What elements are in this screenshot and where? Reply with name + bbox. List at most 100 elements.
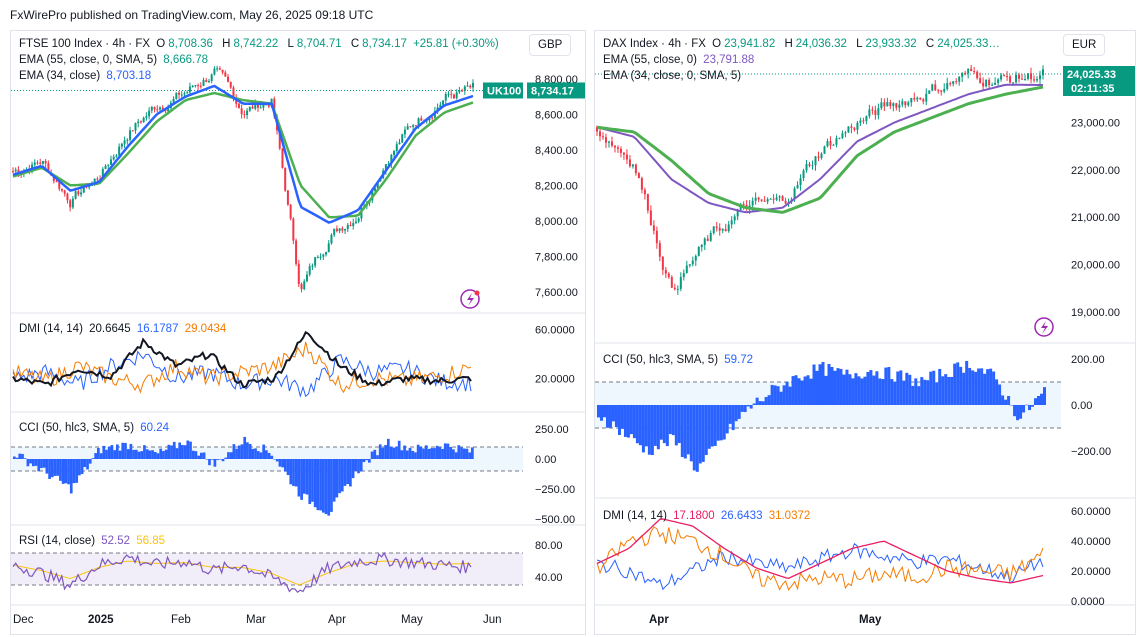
cci-bar — [305, 459, 309, 495]
candle-body — [811, 165, 814, 167]
candle-body — [922, 99, 925, 102]
cci-bar — [294, 459, 298, 487]
ftse-ema34-label: EMA (34, close) — [19, 70, 101, 82]
candle-body — [311, 265, 314, 267]
dax-ema55-label: EMA (55, close, 0) — [603, 54, 697, 66]
cci-bar — [692, 405, 696, 471]
candle-body — [1018, 74, 1021, 79]
cci-bar — [137, 451, 141, 459]
cci-bar — [248, 443, 252, 459]
cci-bar — [368, 459, 371, 463]
cci-bar — [183, 445, 187, 459]
cci-bar — [734, 405, 738, 422]
candle-body — [919, 97, 922, 100]
candle-body — [622, 152, 625, 155]
dax-chart-panel[interactable]: 23,000.00 22,000.00 21,000.00 20,000.00 19,0… — [594, 30, 1136, 635]
candle-body — [447, 93, 450, 95]
candle-body — [1036, 79, 1039, 81]
cci-bar — [97, 447, 100, 459]
candle-body — [700, 244, 703, 248]
candle-body — [300, 284, 303, 290]
dax-currency-button[interactable]: EUR — [1063, 34, 1106, 56]
candle-body — [634, 164, 637, 174]
cci-bar — [59, 459, 62, 481]
dax-low-value: 23,933.32 — [865, 38, 917, 50]
cci-bar — [202, 452, 206, 459]
dax-high-label: H — [784, 38, 793, 50]
cci-bar — [373, 449, 377, 459]
cci-bar — [770, 384, 774, 405]
candle-body — [637, 173, 640, 179]
cci-tick-label: 0.00 — [535, 454, 556, 466]
countdown-timer-text: 02:11:35 — [1071, 83, 1114, 95]
cci-bar — [140, 451, 144, 459]
cci-bar — [110, 445, 114, 459]
cci-bar — [270, 455, 274, 459]
cci-bar — [644, 405, 648, 447]
candle-body — [74, 191, 77, 199]
candle-body — [835, 138, 838, 145]
cci-bar — [460, 447, 463, 459]
candle-body — [213, 68, 216, 75]
cci-bar — [80, 459, 84, 475]
time-tick-label: May — [859, 614, 882, 626]
candle-body — [172, 98, 175, 103]
cci-bar — [719, 405, 723, 441]
ftse-currency-button[interactable]: GBP — [529, 34, 572, 56]
price-tick-label: 20,000.00 — [1071, 259, 1120, 271]
cci-bar — [162, 451, 165, 459]
candle-body — [431, 117, 434, 119]
cci-bar — [308, 459, 312, 505]
cci-bar — [129, 443, 133, 459]
cci-bar — [662, 405, 666, 444]
dax-chart-canvas[interactable]: 23,000.00 22,000.00 21,000.00 20,000.00 19,0… — [595, 31, 1135, 634]
cci-bar — [292, 459, 295, 487]
candle-body — [685, 265, 688, 274]
candle-body — [940, 90, 943, 92]
cci-bar — [614, 405, 618, 427]
cci-bar — [938, 368, 942, 405]
cci-bar — [416, 444, 420, 459]
cci-bar — [911, 385, 915, 405]
cci-bar — [91, 458, 95, 459]
candle-body — [267, 103, 270, 107]
cci-bar — [764, 396, 768, 405]
cci-bar — [408, 447, 412, 459]
candle-body — [229, 81, 232, 88]
candle-body — [235, 98, 238, 104]
candle-body — [69, 200, 72, 208]
candle-body — [691, 260, 694, 265]
candle-body — [964, 72, 967, 74]
cci-bar — [357, 459, 360, 474]
cci-bar — [665, 405, 669, 447]
cci-bar — [433, 448, 436, 459]
cci-bar — [731, 405, 735, 431]
candle-body — [142, 117, 145, 123]
candle-body — [607, 141, 610, 143]
candle-body — [186, 92, 189, 94]
candle-body — [640, 178, 643, 190]
ftse-chart-canvas[interactable]: 8,800.008,600.008,400.008,200.008,000.00… — [11, 31, 585, 634]
candle-body — [281, 148, 284, 168]
dmi-tick-label: 0.0000 — [1071, 596, 1105, 608]
cci-bar — [743, 405, 747, 413]
rsi-ma-line — [12, 560, 472, 586]
cci-bar — [370, 451, 374, 459]
candle-body — [925, 93, 928, 102]
cci-bar — [701, 405, 705, 462]
price-tick-label: 22,000.00 — [1071, 165, 1120, 177]
cci-bar — [1022, 405, 1026, 413]
candle-body — [802, 170, 805, 179]
candle-body — [450, 93, 453, 95]
cci-bar — [15, 457, 19, 459]
cci-bar — [170, 445, 173, 459]
ftse-chart-panel[interactable]: 8,800.00 8,600.00 8,400.00 8,200.00 8,000.00… — [10, 30, 586, 635]
candle-body — [224, 72, 227, 77]
cci-bar — [430, 448, 434, 459]
candle-body — [610, 141, 613, 146]
cci-bar — [830, 366, 834, 405]
ftse-dmi-adx: 20.6645 — [89, 323, 131, 335]
candle-body — [12, 171, 14, 173]
candle-body — [210, 74, 213, 81]
candle-body — [278, 130, 281, 149]
